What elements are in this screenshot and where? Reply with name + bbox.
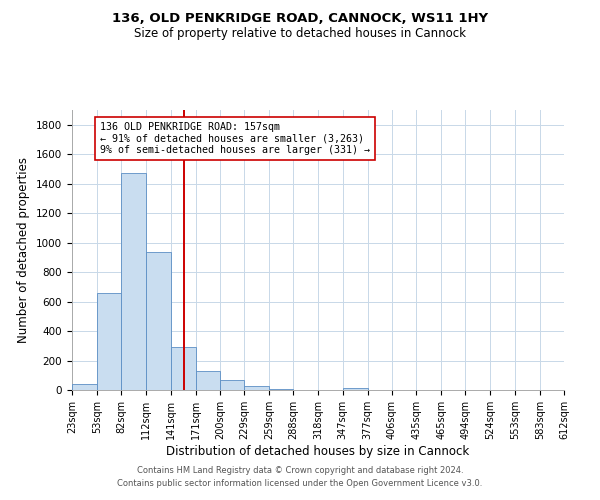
Text: 136 OLD PENKRIDGE ROAD: 157sqm
← 91% of detached houses are smaller (3,263)
9% o: 136 OLD PENKRIDGE ROAD: 157sqm ← 91% of … — [100, 122, 370, 155]
Bar — [146, 252, 170, 390]
Bar — [196, 371, 220, 390]
X-axis label: Distribution of detached houses by size in Cannock: Distribution of detached houses by size … — [166, 444, 470, 458]
Bar — [269, 388, 293, 390]
Text: 136, OLD PENKRIDGE ROAD, CANNOCK, WS11 1HY: 136, OLD PENKRIDGE ROAD, CANNOCK, WS11 1… — [112, 12, 488, 26]
Bar — [72, 384, 97, 390]
Bar — [343, 388, 368, 390]
Bar — [97, 294, 121, 390]
Bar — [244, 386, 269, 390]
Text: Contains HM Land Registry data © Crown copyright and database right 2024.
Contai: Contains HM Land Registry data © Crown c… — [118, 466, 482, 487]
Y-axis label: Number of detached properties: Number of detached properties — [17, 157, 31, 343]
Bar — [220, 380, 244, 390]
Bar — [170, 346, 196, 390]
Bar — [121, 174, 146, 390]
Text: Size of property relative to detached houses in Cannock: Size of property relative to detached ho… — [134, 28, 466, 40]
